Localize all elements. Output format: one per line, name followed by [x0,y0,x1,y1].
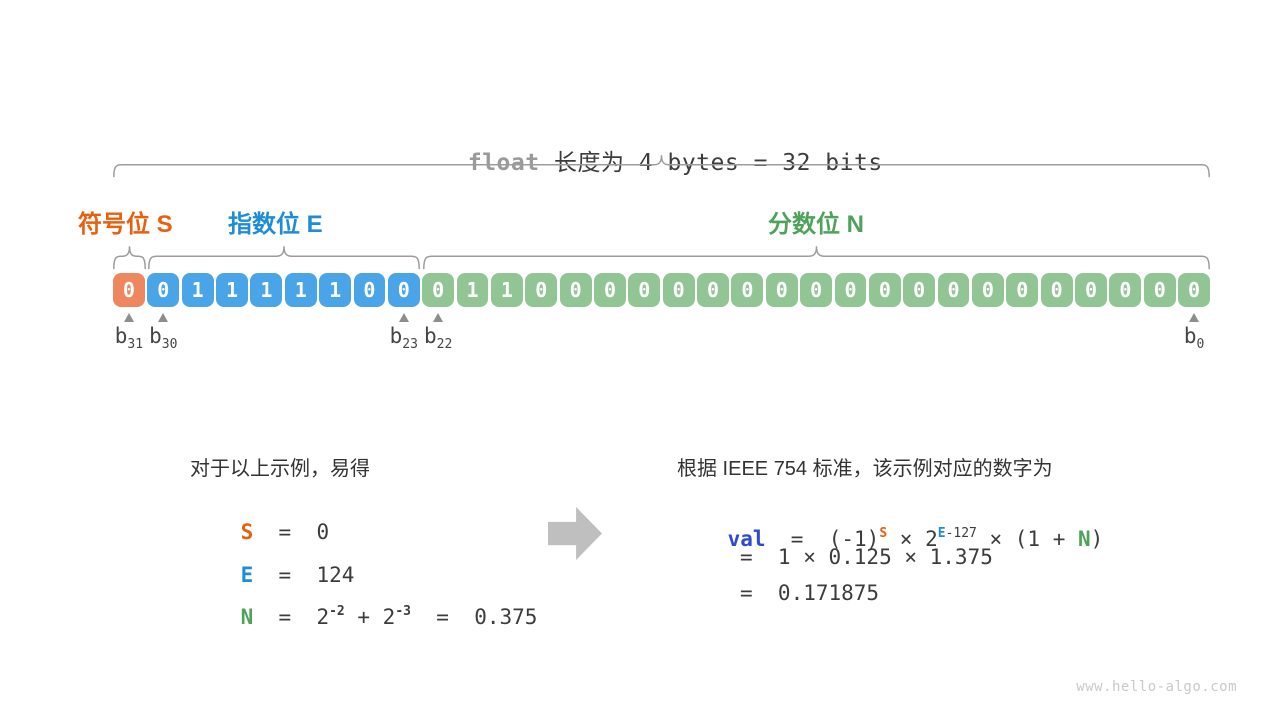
bit-cell-fraction: 0 [628,273,661,307]
val-step-2: = 1 × 0.125 × 1.375 [740,545,993,569]
bit-cell-fraction: 0 [697,273,729,307]
n-sup-2: -3 [395,604,411,619]
bit-cell-fraction: 0 [765,273,798,307]
val-part: = (-1) [765,527,880,551]
bit-cell-fraction: 0 [1040,273,1073,307]
title-text: 长度为 4 bytes = 32 bits [539,150,883,176]
bit-cell-fraction: 0 [1143,273,1176,307]
sign-brace [113,246,146,270]
bit-cell-fraction: 0 [662,273,695,307]
right-panel-intro: 根据 IEEE 754 标准，该示例对应的数字为 [677,458,1053,480]
bit-cell-exponent: 0 [387,273,420,307]
bit-pointer-icon [398,313,409,322]
bit-cell-fraction: 0 [559,273,592,307]
bit-cell-fraction: 0 [1178,273,1210,307]
bit-cell-fraction: 1 [456,273,489,307]
bit-cell-fraction: 0 [834,273,867,307]
exponent-brace [148,246,420,270]
bit-cell-fraction: 0 [1109,273,1142,307]
n-equation: N = 2-2 + 2-3 = 0.375 [190,581,538,653]
bit-cell-fraction: 0 [422,273,455,307]
val-label: val [727,527,766,551]
val-n-letter: N [1078,527,1091,551]
bit-cell-exponent: 0 [353,273,386,307]
left-panel-intro: 对于以上示例，易得 [190,458,370,480]
bit-cell-fraction: 0 [903,273,936,307]
bit-cell-exponent: 1 [181,273,214,307]
e-value: = 124 [253,563,355,587]
bit-cell-fraction: 0 [971,273,1004,307]
fraction-brace [423,246,1210,270]
n-part: = 2 [253,605,330,629]
n-part: + 2 [344,605,396,629]
bit-pointer-icon [158,313,169,322]
val-result: = 0.171875 [740,581,880,605]
bit-cell-exponent: 1 [216,273,248,307]
right-arrow-icon [548,507,602,560]
val-sup-bias: -127 [945,526,977,541]
bit-cell-fraction: 1 [490,273,523,307]
watermark: www.hello-algo.com [1076,679,1237,695]
val-equation: val = (-1)S × 2E-127 × (1 + N) [677,503,1104,575]
bit-cell-exponent: 1 [284,273,317,307]
bit-pointer-icon [433,313,444,322]
s-letter: S [240,520,254,544]
bit-cell-sign: 0 [113,273,145,307]
bit-cell-fraction: 0 [800,273,833,307]
bit-cell-fraction: 0 [731,273,764,307]
bit-cell-exponent: 1 [250,273,283,307]
title-code-float: float [467,150,540,176]
bit-cell-fraction: 0 [1006,273,1039,307]
bit-index-label: b0 [1183,324,1205,353]
bit-pointer-icon [123,313,134,322]
val-part: × (1 + [976,527,1079,551]
val-sup-s: S [879,526,888,541]
val-sup-e: E [937,526,946,541]
s-value: = 0 [253,520,330,544]
fraction-field-label: 分数位 N [768,211,864,238]
bit-pointer-icon [1189,313,1200,322]
exponent-field-label: 指数位 E [228,211,323,238]
val-part: ) [1090,527,1104,551]
bit-index-label: b30 [149,324,178,353]
sign-field-label: 符号位 S [78,211,173,238]
s-equation: S = 0 [190,496,330,568]
bit-cell-exponent: 0 [147,273,180,307]
val-part: × 2 [887,527,938,551]
e-equation: E = 124 [190,539,355,611]
e-letter: E [240,563,254,587]
bit-index-label: b22 [424,324,453,353]
bit-index-label: b23 [389,324,418,353]
bit-cell-fraction: 0 [1075,273,1107,307]
diagram-title: float 长度为 4 bytes = 32 bits [113,116,1210,204]
full-width-brace [113,155,1210,178]
bit-cell-fraction: 0 [868,273,901,307]
n-letter: N [240,605,254,629]
bit-cell-fraction: 0 [525,273,558,307]
bit-cell-fraction: 0 [937,273,970,307]
bit-index-label: b31 [114,324,144,353]
bit-cell-exponent: 1 [319,273,352,307]
n-result: = 0.375 [410,605,538,629]
n-sup-1: -2 [329,604,345,619]
bit-cell-fraction: 0 [594,273,626,307]
